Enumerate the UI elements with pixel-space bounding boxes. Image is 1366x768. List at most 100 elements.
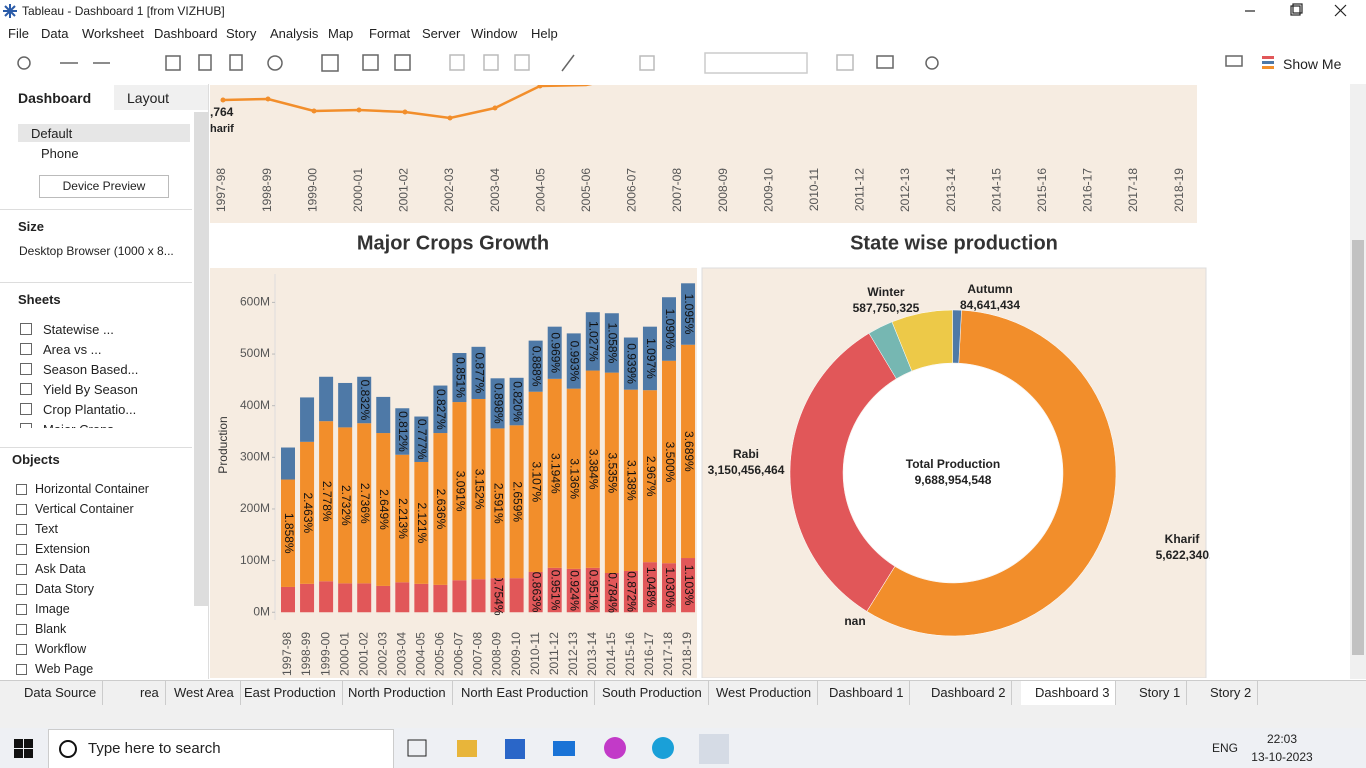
x-tick-label: 2007-08 xyxy=(670,168,684,212)
sheet-tab[interactable]: Dashboard 1 xyxy=(815,681,911,705)
sheet-item[interactable]: Statewise ... xyxy=(43,322,114,337)
menu-item[interactable]: Help xyxy=(531,26,558,41)
sheet-item[interactable]: Crop Plantatio... xyxy=(43,402,137,417)
device-item[interactable]: Phone xyxy=(41,146,79,161)
sheet-tab[interactable]: Story 2 xyxy=(1196,681,1259,705)
bar-segment xyxy=(357,583,372,613)
object-item[interactable]: Extension xyxy=(35,542,90,556)
chart-title: Major Crops Growth xyxy=(357,232,549,254)
sheet-item[interactable]: Yield By Season xyxy=(43,382,138,397)
y-tick-label: 200M xyxy=(240,501,270,515)
menu-item[interactable]: Window xyxy=(471,26,518,41)
object-item[interactable]: Image xyxy=(35,602,70,616)
bar-segment xyxy=(547,378,562,568)
sheet-item[interactable]: Area vs ... xyxy=(43,342,102,357)
sheet-tab[interactable]: Data Source xyxy=(10,681,104,705)
segment-label: 1.097% xyxy=(644,338,658,379)
sheet-tab[interactable]: East Production xyxy=(230,681,343,705)
menu-item[interactable]: Data xyxy=(41,26,69,41)
window-controls[interactable] xyxy=(1236,2,1356,20)
sheet-tab[interactable]: North East Production xyxy=(447,681,596,705)
menu-item[interactable]: Format xyxy=(369,26,411,41)
bar-segment xyxy=(681,344,696,559)
start-button[interactable] xyxy=(14,739,34,759)
scroll-thumb[interactable] xyxy=(1352,240,1364,655)
object-item[interactable]: Workflow xyxy=(35,642,87,656)
side-tab[interactable]: Layout xyxy=(127,90,170,106)
object-item[interactable]: Text xyxy=(35,522,58,536)
object-icon xyxy=(16,664,27,675)
x-tick-label: 1998-99 xyxy=(260,168,274,212)
bar-segment xyxy=(300,583,315,613)
segment-label: 2.591% xyxy=(491,483,505,524)
x-tick-label: 2017-18 xyxy=(661,632,675,676)
segment-label: 2.463% xyxy=(301,492,315,533)
device-preview-button[interactable]: Device Preview xyxy=(39,175,169,198)
bar-segment xyxy=(490,428,505,579)
side-panel xyxy=(0,84,209,679)
sheet-item[interactable]: Season Based... xyxy=(43,362,139,377)
clock-date[interactable]: 13-10-2023 xyxy=(1251,750,1313,764)
segment-label: 0.969% xyxy=(549,332,563,373)
sheet-tab[interactable]: North Production xyxy=(334,681,453,705)
menu-item[interactable]: Story xyxy=(226,26,257,41)
x-tick-label: 1997-98 xyxy=(280,632,294,676)
bar-segment xyxy=(357,423,372,584)
segment-label: 2.636% xyxy=(434,489,448,530)
object-item[interactable]: Ask Data xyxy=(35,562,86,576)
bar-segment xyxy=(547,567,562,613)
segment-label: 0.924% xyxy=(568,570,582,611)
menu-item[interactable]: Map xyxy=(328,26,354,41)
x-tick-label: 1999-00 xyxy=(305,168,319,212)
x-tick-label: 2016-17 xyxy=(1081,168,1095,212)
sheet-tab[interactable]: rea xyxy=(126,681,166,705)
object-item[interactable]: Blank xyxy=(35,622,67,636)
sheet-tab[interactable]: South Production xyxy=(588,681,709,705)
sheet-tab[interactable]: Dashboard 3 xyxy=(1021,681,1117,705)
sheet-icon xyxy=(20,323,32,335)
segment-label: 2.732% xyxy=(339,485,353,526)
sheet-icon xyxy=(20,403,32,415)
x-tick-label: 2001-02 xyxy=(397,168,411,212)
bar-segment xyxy=(528,391,543,572)
bar-segment xyxy=(414,583,429,613)
panel-bg xyxy=(210,85,1197,223)
bar-segment xyxy=(604,573,619,613)
search-placeholder[interactable]: Type here to search xyxy=(88,740,221,757)
x-tick-label: 2018-19 xyxy=(680,632,694,676)
menu-item[interactable]: File xyxy=(8,26,29,41)
y-tick-label: 300M xyxy=(240,450,270,464)
size-dropdown[interactable]: Desktop Browser (1000 x 8... xyxy=(19,244,174,258)
show-me[interactable]: Show Me xyxy=(1283,56,1342,72)
device-item[interactable]: Default xyxy=(31,126,73,141)
slice-label: Autumn xyxy=(967,282,1012,296)
center-value: 9,688,954,548 xyxy=(915,473,992,487)
menu-item[interactable]: Dashboard xyxy=(154,26,218,41)
language[interactable]: ENG xyxy=(1212,741,1239,755)
scrollbar[interactable] xyxy=(194,112,208,606)
search-box[interactable] xyxy=(48,729,394,768)
sheet-tab[interactable]: Story 1 xyxy=(1125,681,1188,705)
object-item[interactable]: Data Story xyxy=(35,582,95,596)
donut-slice xyxy=(789,332,897,612)
sheet-tab[interactable]: West Production xyxy=(702,681,819,705)
side-tab[interactable]: Dashboard xyxy=(18,90,92,106)
bar-segment xyxy=(662,360,676,564)
object-item[interactable]: Vertical Container xyxy=(35,502,134,516)
sheet-item[interactable]: Major Crops xyxy=(43,422,114,428)
taskbar-apps[interactable] xyxy=(405,734,735,764)
object-icon xyxy=(16,644,27,655)
menu-item[interactable]: Worksheet xyxy=(82,26,144,41)
object-item[interactable]: Web Page xyxy=(35,662,94,676)
object-item[interactable]: Horizontal Container xyxy=(35,482,149,496)
menu-item[interactable]: Analysis xyxy=(270,26,319,41)
menu-item[interactable]: Server xyxy=(422,26,461,41)
sheet-tab[interactable]: West Area xyxy=(160,681,241,705)
clock-time[interactable]: 22:03 xyxy=(1266,732,1298,746)
x-tick-label: 2011-12 xyxy=(547,632,561,675)
sheet-icon xyxy=(20,383,32,395)
sheet-tab[interactable]: Dashboard 2 xyxy=(917,681,1013,705)
chart-title: State wise production xyxy=(850,232,1058,254)
bar-segment xyxy=(395,408,410,455)
bar-segment xyxy=(509,578,524,613)
